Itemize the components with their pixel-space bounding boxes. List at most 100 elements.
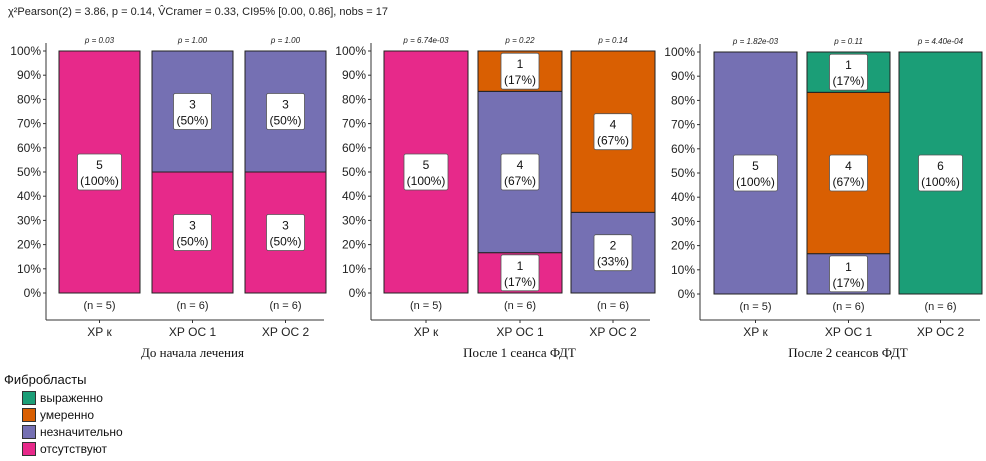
y-tick-label: 60%: [342, 141, 366, 155]
data-label-box: [500, 52, 540, 90]
data-label-percent: (67%): [832, 175, 864, 189]
data-label-percent: (100%): [407, 174, 446, 188]
data-label-percent: (33%): [597, 255, 629, 269]
y-tick-label: 90%: [342, 68, 366, 82]
y-tick-label: 80%: [17, 92, 41, 106]
data-label-percent: (17%): [504, 73, 536, 87]
legend-swatch: [22, 424, 36, 439]
y-tick-label: 30%: [342, 213, 366, 227]
legend-label: отсутствуют: [40, 441, 107, 456]
y-tick-label: 50%: [342, 165, 366, 179]
n-label: (n = 6): [597, 300, 629, 312]
data-label-box: [266, 214, 305, 251]
y-tick-label: 30%: [17, 213, 41, 227]
data-label-count: 3: [189, 219, 196, 233]
data-label-box: [173, 93, 212, 130]
y-tick-label: 100%: [335, 44, 366, 58]
y-tick-label: 100%: [10, 44, 41, 58]
y-tick-label: 20%: [342, 238, 366, 252]
n-label: (n = 5): [739, 301, 771, 313]
x-tick-label: ХР к: [87, 325, 112, 339]
y-tick-label: 70%: [17, 117, 41, 131]
x-tick-label: ХР ОС 1: [496, 325, 544, 339]
x-tick-label: ХР к: [414, 325, 439, 339]
legend-label: умеренно: [40, 407, 95, 422]
y-tick-label: 0%: [24, 286, 42, 300]
y-tick-label: 90%: [671, 69, 695, 83]
p-value-label: p = 0.14: [597, 36, 628, 45]
x-tick-label: ХР ОС 1: [169, 325, 217, 339]
n-label: (n = 6): [176, 300, 208, 312]
data-label-percent: (100%): [80, 174, 119, 188]
y-tick-label: 100%: [664, 45, 695, 59]
data-label-box: [918, 154, 963, 192]
y-tick-label: 40%: [671, 190, 695, 204]
y-tick-label: 70%: [671, 118, 695, 132]
chart-panel-3: 0% 10% 20% 30% 40% 50% 60% 70% 80% 90% 100% 5 (100%)…: [664, 37, 983, 360]
data-label-count: 3: [282, 219, 289, 233]
y-tick-label: 10%: [17, 262, 41, 276]
data-label-percent: (50%): [176, 235, 208, 249]
data-label-box: [77, 153, 122, 191]
y-tick-label: 10%: [342, 262, 366, 276]
data-label-box: [403, 153, 449, 191]
chart-panel-1: 0% 10% 20% 30% 40% 50% 60% 70% 80% 90% 100% 5 (100%)…: [10, 36, 327, 360]
data-label-count: 4: [610, 118, 617, 132]
x-tick-label: ХР ОС 1: [825, 325, 873, 339]
data-label-box: [829, 53, 868, 91]
p-value-label: p = 4.40e-04: [917, 37, 964, 46]
legend-item: умеренно: [22, 406, 123, 423]
stats-subtitle: χ²Pearson(2) = 3.86, p = 0.14, V̂Cramer …: [8, 4, 388, 18]
panel-title: После 2 сеансов ФДТ: [788, 345, 907, 360]
y-tick-label: 70%: [342, 117, 366, 131]
legend-title: Фибробласты: [4, 372, 87, 387]
data-label-percent: (50%): [269, 235, 301, 249]
y-tick-label: 90%: [17, 68, 41, 82]
y-tick-label: 30%: [671, 214, 695, 228]
data-label-count: 1: [845, 58, 852, 72]
x-tick-label: ХР ОС 2: [589, 325, 637, 339]
legend-swatch: [22, 407, 36, 422]
data-label-percent: (50%): [269, 114, 301, 128]
legend: Фибробласты выраженно умеренно незначитель…: [4, 372, 123, 457]
y-tick-label: 50%: [671, 166, 695, 180]
panel-title: После 1 сеанса ФДТ: [463, 345, 576, 360]
data-label-box: [500, 254, 540, 292]
p-value-label: p = 1.00: [270, 36, 301, 45]
y-tick-label: 0%: [678, 287, 696, 301]
y-tick-label: 50%: [17, 165, 41, 179]
p-value-label: p = 0.22: [504, 36, 535, 45]
data-label-count: 2: [610, 239, 617, 253]
y-tick-label: 0%: [349, 286, 367, 300]
y-tick-label: 80%: [342, 92, 366, 106]
data-label-count: 6: [937, 159, 944, 173]
y-tick-label: 40%: [17, 189, 41, 203]
y-tick-label: 60%: [671, 142, 695, 156]
data-label-box: [733, 154, 778, 192]
x-tick-label: ХР ОС 2: [262, 325, 310, 339]
n-label: (n = 6): [504, 300, 536, 312]
legend-label: выраженно: [40, 390, 103, 405]
legend-item: отсутствуют: [22, 440, 123, 457]
data-label-count: 4: [517, 158, 524, 172]
data-label-box: [593, 113, 633, 151]
y-tick-label: 80%: [671, 93, 695, 107]
n-label: (n = 6): [924, 301, 956, 313]
legend-item: выраженно: [22, 389, 123, 406]
p-value-label: p = 6.74e-03: [402, 36, 449, 45]
panel-title: До начала лечения: [141, 345, 244, 360]
data-label-percent: (17%): [832, 74, 864, 88]
data-label-percent: (67%): [504, 174, 536, 188]
chart-panel-2: 0% 10% 20% 30% 40% 50% 60% 70% 80% 90% 100% 5 (100%)…: [335, 36, 656, 360]
data-label-count: 1: [517, 259, 524, 273]
x-tick-label: ХР ОС 2: [917, 325, 965, 339]
data-label-percent: (100%): [736, 175, 775, 189]
data-label-box: [500, 153, 540, 191]
data-label-box: [829, 255, 868, 293]
n-label: (n = 5): [83, 300, 115, 312]
data-label-box: [593, 234, 633, 272]
legend-swatch: [22, 441, 36, 456]
p-value-label: p = 0.11: [833, 37, 863, 46]
data-label-percent: (50%): [176, 114, 208, 128]
data-label-box: [266, 93, 305, 130]
